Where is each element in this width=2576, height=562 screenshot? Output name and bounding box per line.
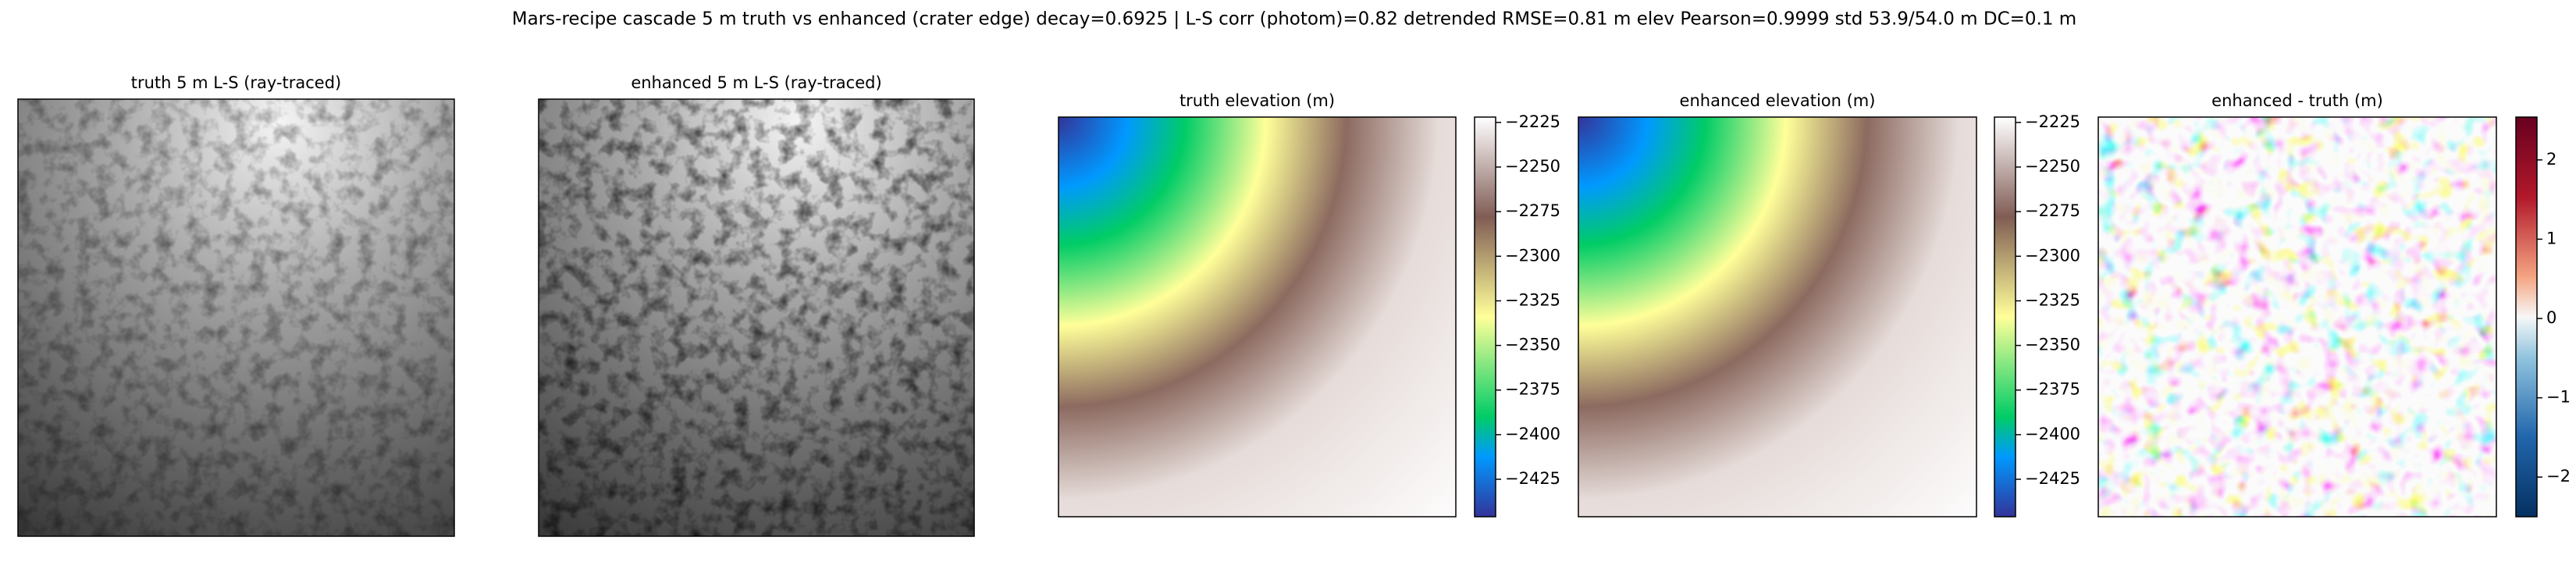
colorbar-tick-label: −2 <box>2546 467 2571 486</box>
colorbar-tick-label: −2350 <box>2025 336 2080 354</box>
colorbar-tick-label: −2425 <box>1505 469 1560 488</box>
colorbar <box>1994 117 2016 517</box>
colorbar-tick-label: −2250 <box>2025 157 2080 176</box>
image-frame <box>1058 116 1457 518</box>
colorbar-tick-label: −2375 <box>1505 380 1560 399</box>
colorbar-frame <box>1474 116 1496 518</box>
colorbar-tick-label: −2400 <box>2025 425 2080 443</box>
colorbar-tick-label: −2225 <box>2025 112 2080 131</box>
image-texture <box>18 99 454 536</box>
image <box>1059 117 1456 517</box>
colorbar <box>1475 117 1496 517</box>
panel-title: enhanced 5 m L-S (ray-traced) <box>631 73 881 92</box>
colorbar-tick-label: −2300 <box>2025 246 2080 265</box>
colorbar <box>2516 117 2537 517</box>
colorbar-tick-label: −2275 <box>2025 201 2080 220</box>
colorbar-tick-label: −2300 <box>1505 246 1560 265</box>
colorbar-tick-label: 2 <box>2546 150 2556 169</box>
panel-title: enhanced - truth (m) <box>2211 91 2383 110</box>
colorbar-tick-label: −2375 <box>2025 380 2080 399</box>
colorbar-tick-label: −1 <box>2546 388 2571 407</box>
colorbar-tick-label: −2400 <box>1505 425 1560 443</box>
image-frame <box>17 98 455 537</box>
image-frame <box>538 98 975 537</box>
colorbar-tick-label: 0 <box>2546 308 2556 327</box>
image-frame <box>2097 116 2497 518</box>
panel-title: enhanced elevation (m) <box>1680 91 1876 110</box>
colorbar-tick-label: −2225 <box>1505 112 1560 131</box>
image-texture <box>2098 117 2496 517</box>
colorbar-tick-label: −2325 <box>2025 290 2080 309</box>
colorbar-tick-label: 1 <box>2546 229 2556 247</box>
image <box>1578 117 1976 517</box>
colorbar-tick-label: −2325 <box>1505 290 1560 309</box>
colorbar-tick-label: −2275 <box>1505 201 1560 220</box>
colorbar-frame <box>1994 116 2016 518</box>
panel-title: truth 5 m L-S (ray-traced) <box>131 73 342 92</box>
figure-title: Mars-recipe cascade 5 m truth vs enhance… <box>512 9 2076 30</box>
image-frame <box>1578 116 1977 518</box>
panels: truth 5 m L-S (ray-traced) enhanced 5 m L… <box>17 73 2571 537</box>
colorbar-frame <box>2515 116 2538 518</box>
image-texture <box>539 99 974 536</box>
colorbar-tick-label: −2425 <box>2025 469 2080 488</box>
colorbar-tick-label: −2350 <box>1505 336 1560 354</box>
panel-title: truth elevation (m) <box>1179 91 1335 110</box>
colorbar-tick-label: −2250 <box>1505 157 1560 176</box>
